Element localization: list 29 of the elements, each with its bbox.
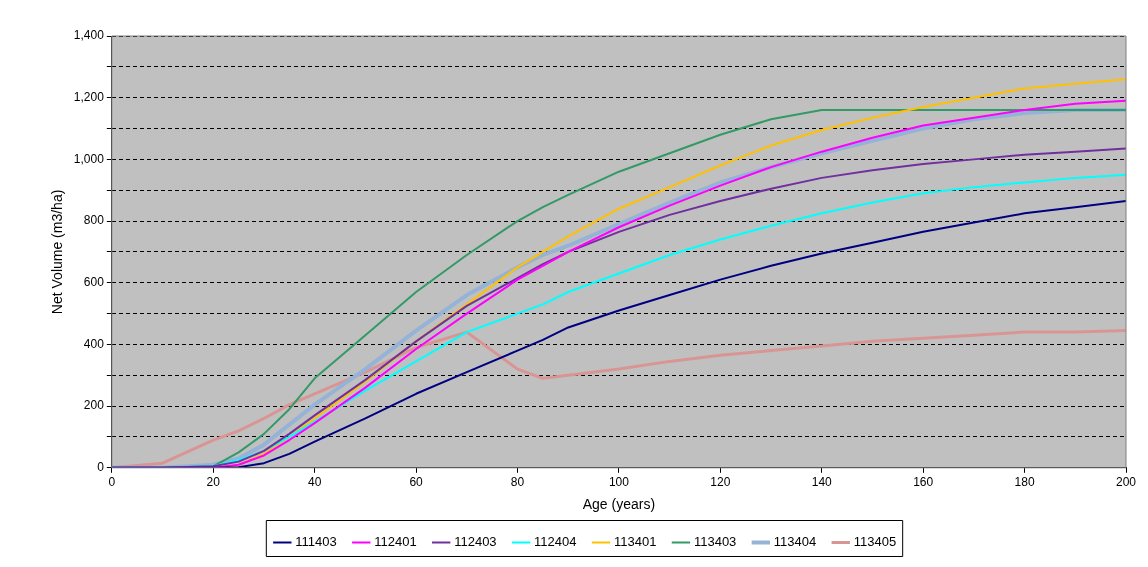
x-tick-label: 100 — [608, 475, 630, 490]
x-tick-label: 120 — [710, 475, 731, 490]
x-tick-label: 0 — [108, 475, 116, 490]
x-tick-label: 140 — [811, 475, 833, 490]
legend-label: 113405 — [853, 534, 897, 550]
x-tick-label: 60 — [409, 475, 424, 490]
y-axis-title: Net Volume (m3/ha) — [49, 189, 66, 315]
legend-label: 112401 — [374, 534, 417, 550]
y-tick-label: 800 — [83, 213, 105, 228]
x-tick-label: 40 — [307, 475, 322, 490]
legend-label: 113404 — [773, 534, 817, 550]
legend-label: 113403 — [693, 534, 737, 550]
x-axis-title: Age (years) — [582, 496, 656, 513]
y-tick-label: 0 — [97, 460, 105, 475]
y-tick-label: 1,200 — [73, 90, 105, 104]
legend-label: 112403 — [454, 534, 497, 550]
y-tick-label: 1,000 — [73, 151, 105, 166]
x-tick-label: 180 — [1014, 475, 1035, 490]
y-tick-label: 400 — [83, 336, 105, 351]
x-tick-label: 160 — [913, 475, 934, 490]
x-tick-label: 80 — [510, 475, 525, 490]
legend-label: 111403 — [295, 534, 337, 550]
x-tick-label: 200 — [1115, 475, 1137, 490]
x-tick-label: 20 — [206, 475, 221, 490]
y-tick-label: 1,400 — [73, 28, 105, 43]
legend-label: 113401 — [614, 534, 657, 550]
y-tick-label: 600 — [83, 275, 105, 290]
y-tick-label: 200 — [83, 398, 105, 413]
legend-label: 112404 — [534, 534, 577, 550]
